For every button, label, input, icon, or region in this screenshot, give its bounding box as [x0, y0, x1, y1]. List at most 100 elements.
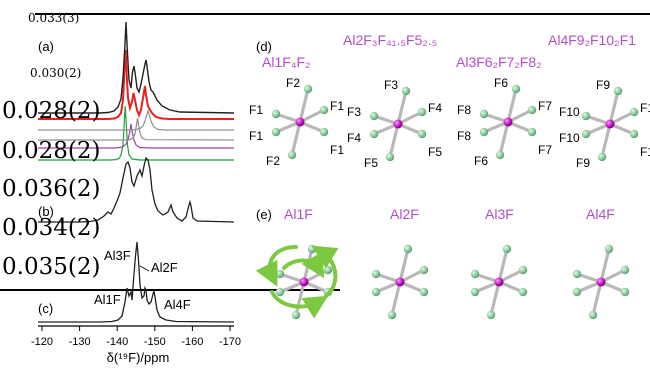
site-title-al2: Al2F₃F₄₁.₅F5₂.₅: [343, 32, 437, 48]
fluorine-atom: [287, 150, 297, 160]
ligand-label: F4: [347, 131, 361, 145]
aluminium-atom: [299, 277, 309, 287]
ligand-label: F8: [457, 129, 471, 143]
peak-label-al3f: Al3F: [104, 248, 131, 263]
overlay-values: 0.033(3) 0.030(2) 0.028(2) 0.028(2) 0.03…: [2, 11, 100, 280]
aluminium-atom: [295, 117, 305, 127]
fluorine-atom: [403, 244, 413, 254]
fluorine-atom: [620, 265, 630, 275]
fluorine-atom: [271, 109, 281, 119]
fluorine-atom: [572, 269, 582, 279]
trace-a-gray2: [38, 117, 235, 141]
fluorine-atom: [419, 287, 429, 297]
al2f-leader-line: [139, 265, 150, 272]
ligand-label: F6: [474, 154, 488, 168]
ligand-label: F8: [457, 103, 471, 117]
ligand-label: F1: [249, 103, 263, 117]
panel-label-e: (e): [256, 207, 272, 222]
octahedron-e-2: [371, 244, 429, 320]
fluorine-atom: [417, 129, 427, 139]
fluorine-atom: [369, 111, 379, 121]
overlay-value-5: 0.036(2): [2, 176, 100, 202]
fluorine-atom: [629, 107, 639, 117]
panel-label-b: (b): [38, 204, 54, 219]
site-title-al1: Al1F₄F₂: [262, 54, 311, 70]
fluorine-atom: [518, 265, 528, 275]
rotation-arrows-icon: [255, 245, 339, 319]
panel-label-d: (d): [256, 39, 272, 54]
ligand-label: F11: [640, 101, 650, 115]
trace-a-purple: [38, 123, 234, 149]
fluorine-atom: [291, 310, 301, 320]
fluorine-atom: [470, 287, 480, 297]
fluorine-atom: [486, 310, 496, 320]
nmr-spectra: -120 -130 -140 -150 -160 -170: [31, 21, 241, 348]
octahedron-4: F9 F10 F11 F10 F11 F9: [559, 78, 650, 170]
fluorine-atom: [275, 269, 285, 279]
ligand-label: F10: [559, 131, 580, 145]
ligand-label: F9: [576, 156, 590, 170]
ligand-label: F1: [330, 143, 344, 157]
trace-a-green: [38, 105, 234, 161]
aluminium-atom: [393, 119, 403, 129]
x-tick-label: -150: [144, 336, 166, 348]
trace-c: [38, 241, 235, 323]
panel-label-c: (c): [38, 301, 53, 316]
x-axis-ticks: -120 -130 -140 -150 -160 -170: [31, 326, 241, 348]
ligand-label: F5: [428, 145, 442, 159]
fluorine-atom: [527, 127, 537, 137]
fluorine-atom: [271, 127, 281, 137]
fluorine-atom: [479, 109, 489, 119]
overlay-value-1: 0.033(3): [28, 11, 79, 25]
ligand-label: F6: [494, 76, 508, 90]
aluminium-atom: [503, 117, 513, 127]
trace-b: [38, 156, 235, 223]
fluorine-atom: [419, 265, 429, 275]
site-label-e-al1f: Al1F: [284, 206, 313, 222]
peak-label-al2f: Al2F: [151, 260, 178, 275]
ligand-label: F1: [249, 129, 263, 143]
overlay-value-6: 0.034(2): [2, 215, 100, 241]
fluorine-atom: [371, 269, 381, 279]
fluorine-atom: [369, 129, 379, 139]
fluorine-atom: [479, 127, 489, 137]
ligand-label: F3: [384, 78, 398, 92]
x-tick-label: -130: [69, 336, 91, 348]
trace-a-gray1: [38, 109, 234, 131]
fluorine-atom: [581, 129, 591, 139]
fluorine-atom: [620, 287, 630, 297]
octahedron-e-3: [470, 244, 528, 320]
ligand-label: F10: [559, 105, 580, 119]
fluorine-atom: [417, 107, 427, 117]
fluorine-atom: [303, 84, 313, 94]
ligand-label: F2: [286, 76, 300, 90]
x-tick-label: -170: [219, 336, 241, 348]
overlay-value-3: 0.028(2): [2, 98, 100, 124]
x-axis-title: δ(¹⁹F)/ppm: [107, 350, 170, 365]
fluorine-atom: [604, 244, 614, 254]
overlay-value-7: 0.035(2): [2, 254, 100, 280]
trace-a-black: [38, 21, 235, 114]
fluorine-atom: [495, 150, 505, 160]
x-tick-label: -140: [106, 336, 128, 348]
fluorine-atom: [629, 129, 639, 139]
fluorine-atom: [387, 310, 397, 320]
fluorine-atom: [307, 244, 317, 254]
ligand-label: F4: [428, 101, 442, 115]
fluorine-atom: [371, 287, 381, 297]
ligand-label: F7: [538, 143, 552, 157]
site-title-al4: Al4F9₂F10₂F1: [548, 32, 636, 48]
peak-label-al4f: Al4F: [164, 297, 191, 312]
fluorine-atom: [597, 152, 607, 162]
peak-label-al1f: Al1F: [94, 292, 121, 307]
aluminium-atom: [494, 277, 504, 287]
x-tick-label: -120: [31, 336, 53, 348]
ligand-label: F1: [330, 99, 344, 113]
site-label-e-al2f: Al2F: [390, 206, 419, 222]
ligand-label: F3: [347, 105, 361, 119]
ligand-label: F2: [266, 154, 280, 168]
